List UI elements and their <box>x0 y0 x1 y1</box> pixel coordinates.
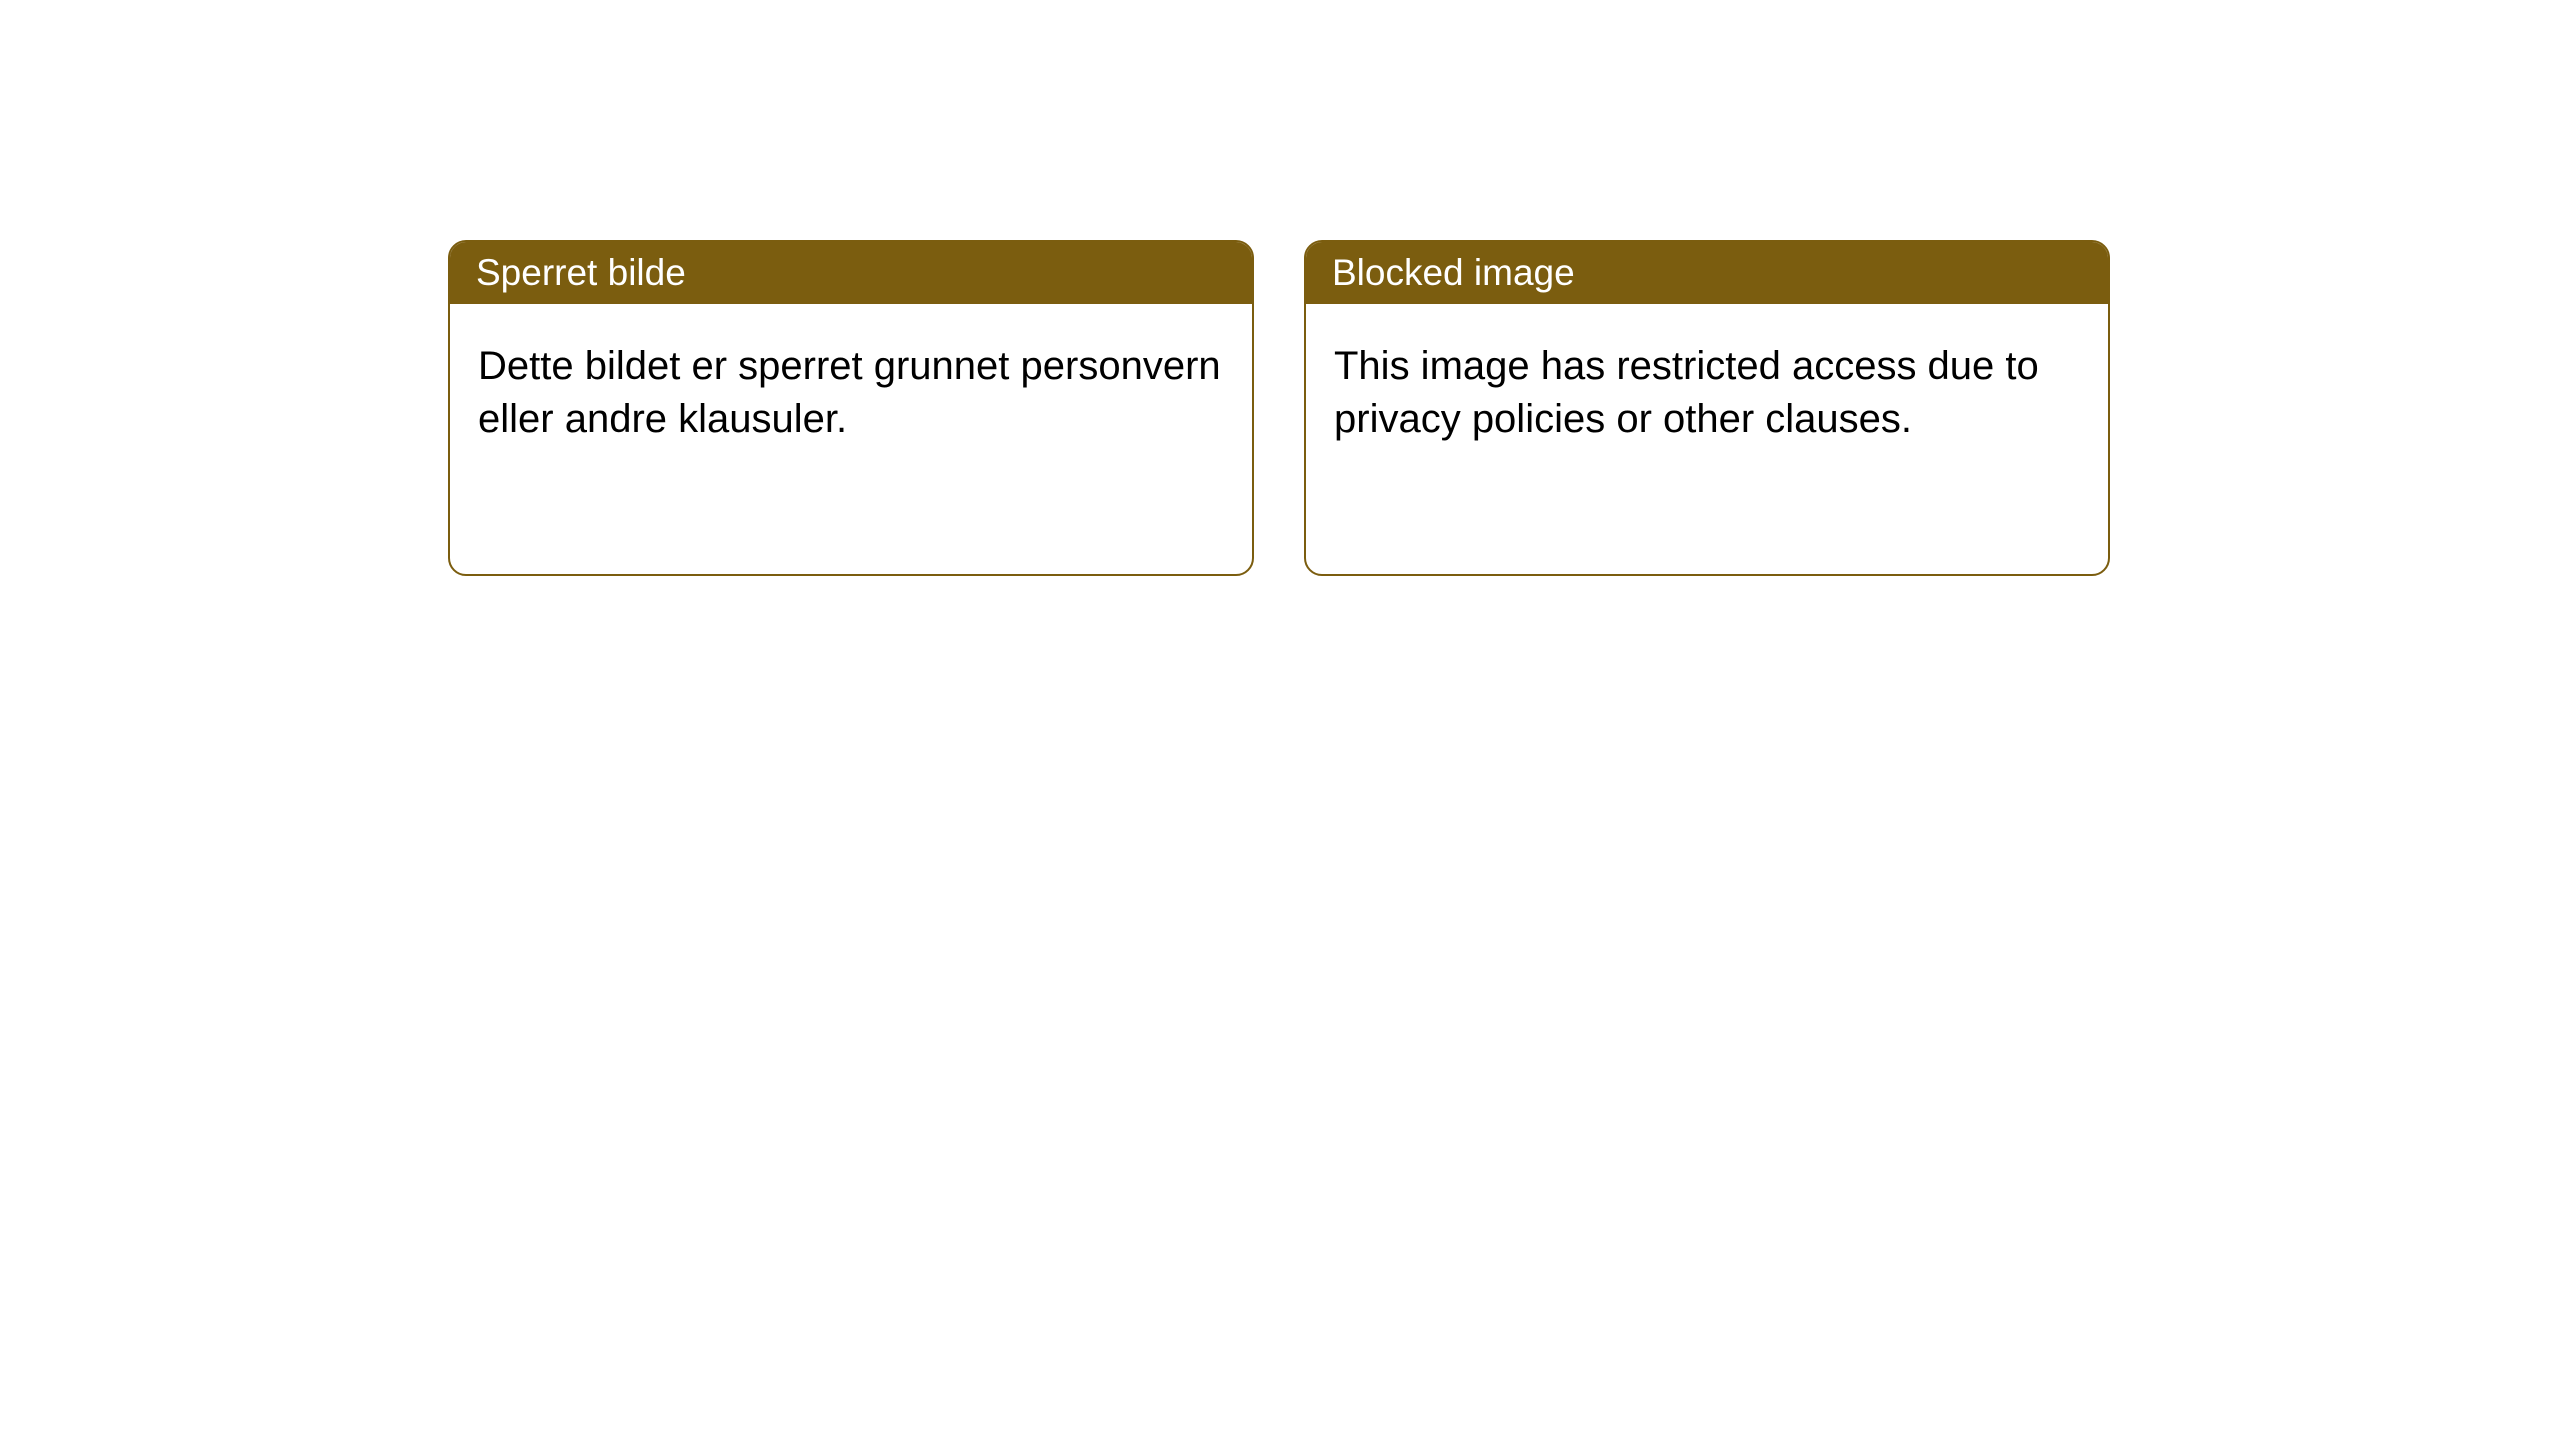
notice-box-english: Blocked image This image has restricted … <box>1304 240 2110 576</box>
notice-box-norwegian: Sperret bilde Dette bildet er sperret gr… <box>448 240 1254 576</box>
notice-body: Dette bildet er sperret grunnet personve… <box>450 304 1252 574</box>
notice-header: Sperret bilde <box>450 242 1252 304</box>
notice-body: This image has restricted access due to … <box>1306 304 2108 574</box>
notice-container: Sperret bilde Dette bildet er sperret gr… <box>0 0 2560 576</box>
notice-header: Blocked image <box>1306 242 2108 304</box>
